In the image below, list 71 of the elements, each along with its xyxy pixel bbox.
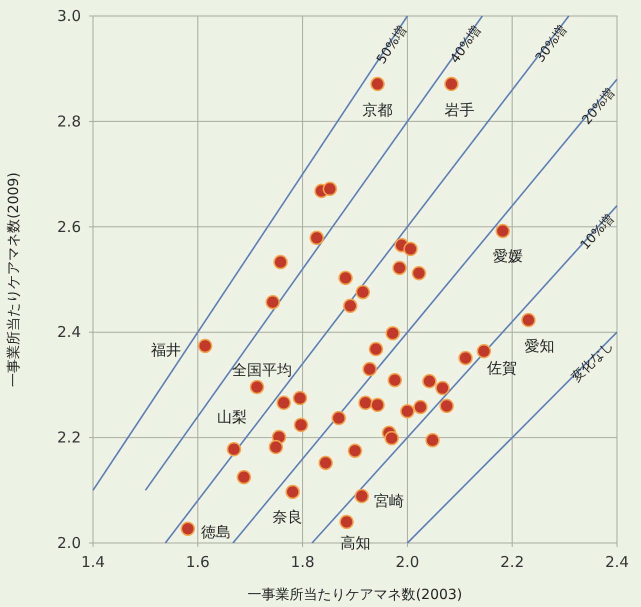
point xyxy=(444,76,459,92)
y-tick-label: 2.4 xyxy=(57,323,81,342)
point xyxy=(425,433,440,448)
point xyxy=(180,522,196,536)
point xyxy=(392,260,407,276)
annotation: 愛知 xyxy=(524,337,554,356)
point xyxy=(368,342,384,356)
y-tick-label: 2.8 xyxy=(57,112,81,130)
annotation: 奈良 xyxy=(272,508,303,526)
point xyxy=(266,294,280,310)
annotation: 岩手 xyxy=(444,100,474,119)
point xyxy=(388,372,402,388)
point xyxy=(412,266,426,280)
annotation: 徳島 xyxy=(200,522,231,541)
point xyxy=(496,224,510,238)
point xyxy=(322,182,338,196)
point xyxy=(343,298,358,314)
point xyxy=(354,488,369,504)
point xyxy=(226,442,242,456)
point xyxy=(413,400,428,414)
x-tick-label: 1.6 xyxy=(186,553,210,571)
x-tick-label: 2.4 xyxy=(605,553,629,571)
x-tick-label: 2.2 xyxy=(500,553,524,571)
point xyxy=(348,444,362,458)
point xyxy=(440,398,454,414)
point xyxy=(198,338,212,354)
x-tick-label: 2.0 xyxy=(395,553,420,571)
point xyxy=(458,350,473,366)
point xyxy=(358,396,373,410)
annotation: 愛媛 xyxy=(492,247,523,266)
annotation: 山梨 xyxy=(216,408,247,426)
point xyxy=(403,242,418,256)
annotation: 宮崎 xyxy=(374,492,404,510)
point xyxy=(362,362,377,376)
point xyxy=(285,484,300,500)
x-axis-title: 一事業所当たりケアマネ数(2003) xyxy=(248,587,462,603)
annotation: 京都 xyxy=(362,100,393,119)
point xyxy=(435,380,450,396)
point xyxy=(268,440,284,454)
annotation: 佐賀 xyxy=(486,359,517,378)
point xyxy=(292,390,308,406)
point xyxy=(400,404,415,418)
y-tick-label: 2.2 xyxy=(57,428,81,447)
point xyxy=(310,230,324,246)
x-tick-label: 1.8 xyxy=(290,553,315,571)
point xyxy=(370,76,385,92)
point xyxy=(332,410,346,426)
point xyxy=(250,380,264,394)
y-axis-title: 一事業所当たりケアマネ数(2009) xyxy=(6,172,22,387)
annotation: 高知 xyxy=(340,534,371,552)
y-tick-label: 3.0 xyxy=(57,7,81,25)
point xyxy=(422,374,437,388)
point xyxy=(521,312,536,328)
text: 変化なし xyxy=(568,337,616,386)
point xyxy=(384,430,399,446)
y-tick-label: 2.6 xyxy=(57,218,81,236)
point xyxy=(294,418,308,432)
point xyxy=(276,396,291,410)
point xyxy=(318,456,333,470)
point xyxy=(338,270,353,286)
annotation: 福井 xyxy=(151,340,182,359)
point xyxy=(339,514,354,530)
point xyxy=(476,344,492,358)
point xyxy=(356,284,370,300)
point xyxy=(370,398,385,412)
x-tick-label: 1.4 xyxy=(81,553,105,571)
point xyxy=(386,326,400,340)
y-tick-label: 2.0 xyxy=(57,534,81,552)
point xyxy=(236,470,252,484)
annotation: 全国平均 xyxy=(232,361,292,380)
point xyxy=(273,254,288,270)
